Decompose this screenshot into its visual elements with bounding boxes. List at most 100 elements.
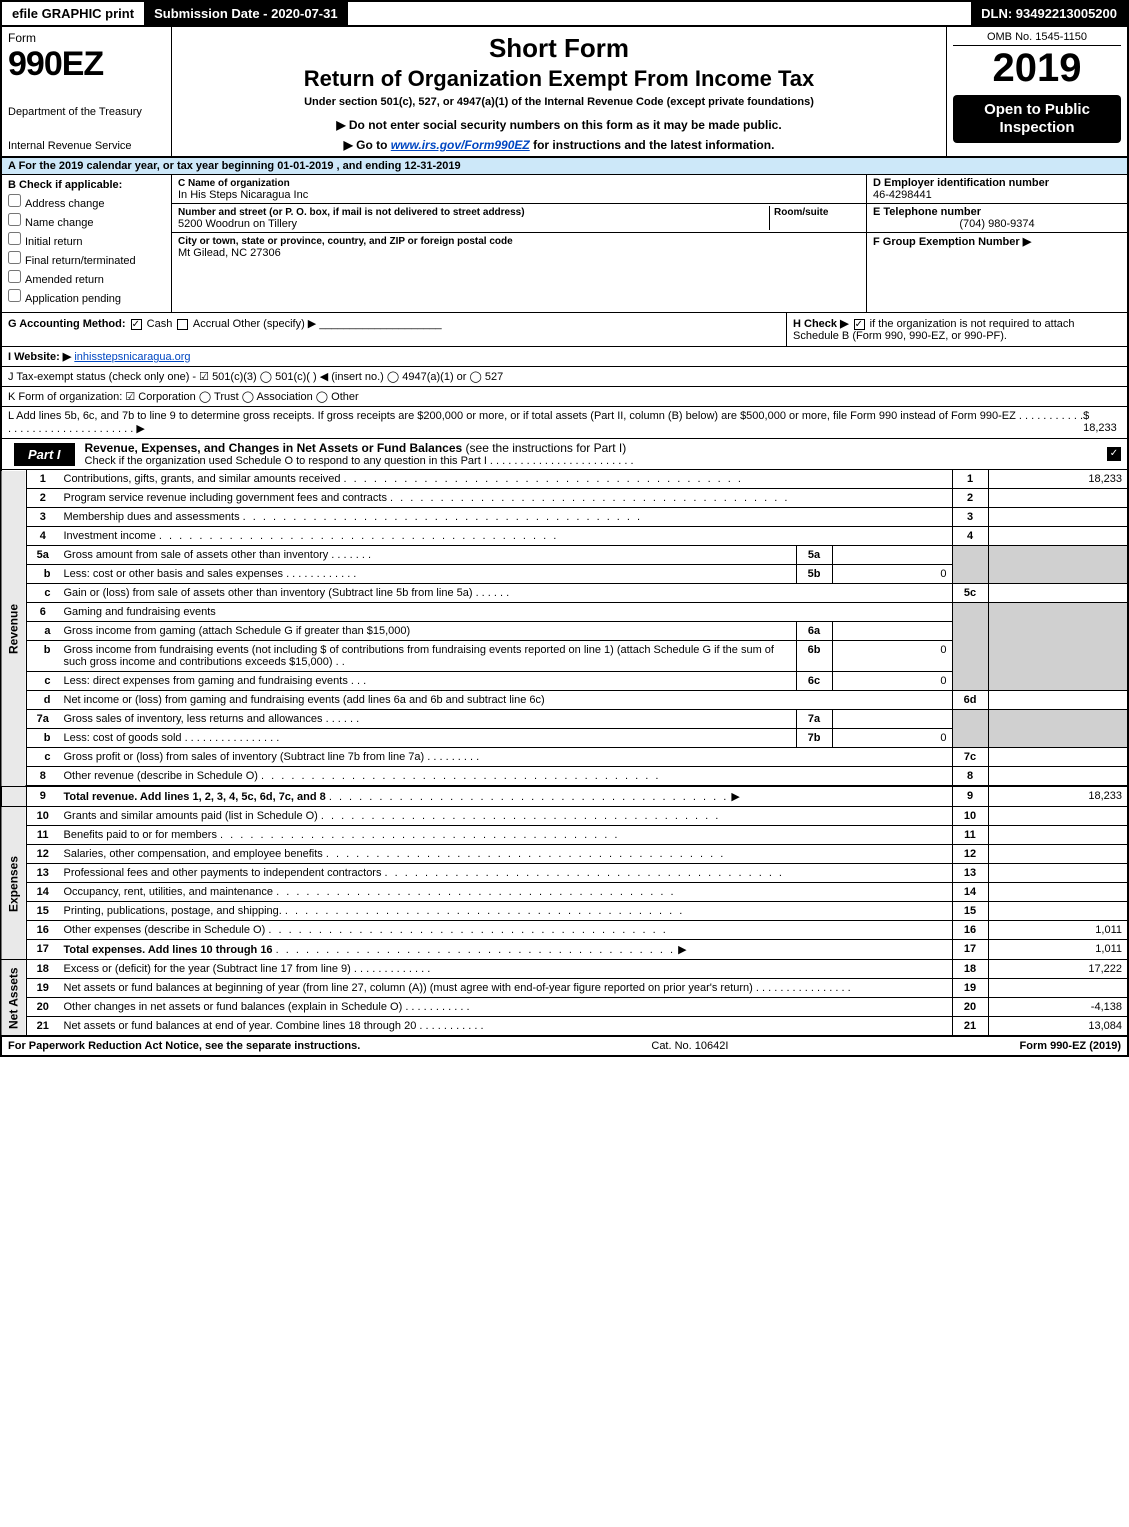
line-amt (988, 748, 1128, 767)
tax-exempt-text: J Tax-exempt status (check only one) - ☑… (8, 371, 503, 383)
cb-schedule-b[interactable] (854, 319, 865, 330)
line-desc: Net assets or fund balances at beginning… (64, 982, 753, 994)
lineno: 7a (27, 710, 59, 729)
cb-label: Amended return (25, 274, 104, 286)
cb-label: Final return/terminated (25, 255, 136, 267)
group-exemption-label: F Group Exemption Number ▶ (873, 236, 1031, 248)
lineno: c (27, 748, 59, 767)
shade-cell (988, 710, 1128, 748)
line-1: Revenue 1 Contributions, gifts, grants, … (1, 470, 1128, 489)
minibox-value (832, 622, 952, 641)
part-1-check-text: Check if the organization used Schedule … (85, 455, 1103, 467)
form-word: Form (8, 31, 165, 45)
lineno: 13 (27, 864, 59, 883)
line-num: 8 (952, 767, 988, 787)
submission-date-button[interactable]: Submission Date - 2020-07-31 (144, 2, 348, 25)
cb-initial-return[interactable]: Initial return (8, 232, 165, 248)
row-k-form-org: K Form of organization: ☑ Corporation ◯ … (0, 387, 1129, 407)
minibox-value (832, 546, 952, 565)
line-desc: Less: cost or other basis and sales expe… (64, 568, 284, 580)
cb-application-pending[interactable]: Application pending (8, 289, 165, 305)
lineno: 20 (27, 998, 59, 1017)
line-16: 16 Other expenses (describe in Schedule … (1, 921, 1128, 940)
lineno: 2 (27, 489, 59, 508)
lineno: b (27, 565, 59, 584)
lineno: 11 (27, 826, 59, 845)
ein-value: 46-4298441 (873, 189, 932, 201)
tel-row: E Telephone number (704) 980-9374 (867, 204, 1127, 233)
h-schedule-b: H Check ▶ if the organization is not req… (787, 313, 1127, 346)
line-13: 13 Professional fees and other payments … (1, 864, 1128, 883)
top-bar: efile GRAPHIC print Submission Date - 20… (0, 0, 1129, 27)
cb-name-change[interactable]: Name change (8, 213, 165, 229)
line-desc: Benefits paid to or for members (64, 829, 217, 841)
cb-accrual[interactable] (177, 319, 188, 330)
line-10: Expenses 10 Grants and similar amounts p… (1, 807, 1128, 826)
lineno: b (27, 729, 59, 748)
cb-final-return[interactable]: Final return/terminated (8, 251, 165, 267)
line-amt (988, 527, 1128, 546)
page-footer: For Paperwork Reduction Act Notice, see … (0, 1036, 1129, 1057)
line-num: 12 (952, 845, 988, 864)
line-amt (988, 864, 1128, 883)
lineno: 18 (27, 960, 59, 979)
line-num: 20 (952, 998, 988, 1017)
form-goto: ▶ Go to www.irs.gov/Form990EZ for instru… (178, 138, 940, 152)
line-6d: d Net income or (loss) from gaming and f… (1, 691, 1128, 710)
line-amt: -4,138 (988, 998, 1128, 1017)
h-label: H Check ▶ (793, 318, 849, 330)
schedule-o-checkbox[interactable]: ✓ (1107, 447, 1121, 461)
form-org-text: K Form of organization: ☑ Corporation ◯ … (8, 391, 359, 403)
box-b-checkboxes: B Check if applicable: Address change Na… (2, 175, 172, 312)
cb-address-change[interactable]: Address change (8, 194, 165, 210)
line-desc: Gain or (loss) from sale of assets other… (64, 587, 473, 599)
line-21: 21 Net assets or fund balances at end of… (1, 1017, 1128, 1036)
line-20: 20 Other changes in net assets or fund b… (1, 998, 1128, 1017)
line-amt (988, 508, 1128, 527)
minibox-value: 0 (832, 565, 952, 584)
line-num: 7c (952, 748, 988, 767)
cb-cash[interactable] (131, 319, 142, 330)
dln-label: DLN: 93492213005200 (971, 2, 1127, 25)
line-amt: 18,233 (988, 470, 1128, 489)
spacer-cell (1, 786, 27, 807)
form-title-block: Short Form Return of Organization Exempt… (172, 27, 947, 156)
line-desc: Gross sales of inventory, less returns a… (64, 713, 323, 725)
lineno: 5a (27, 546, 59, 565)
minibox-value: 0 (832, 641, 952, 672)
line-num: 4 (952, 527, 988, 546)
line-amt: 1,011 (988, 940, 1128, 960)
line-desc: Total expenses. Add lines 10 through 16 (64, 944, 273, 956)
lineno: 16 (27, 921, 59, 940)
line-desc: Occupancy, rent, utilities, and maintena… (64, 886, 274, 898)
line-desc: Grants and similar amounts paid (list in… (64, 810, 318, 822)
lineno: 3 (27, 508, 59, 527)
lineno: a (27, 622, 59, 641)
line-desc: Contributions, gifts, grants, and simila… (64, 473, 341, 485)
line-num: 19 (952, 979, 988, 998)
line-num: 10 (952, 807, 988, 826)
line-8: 8 Other revenue (describe in Schedule O)… (1, 767, 1128, 787)
minibox-label: 6a (796, 622, 832, 641)
part-1-header: Part I Revenue, Expenses, and Changes in… (0, 439, 1129, 470)
org-name-row: C Name of organization In His Steps Nica… (172, 175, 866, 204)
irs-link[interactable]: www.irs.gov/Form990EZ (391, 138, 530, 152)
lineno: 9 (27, 786, 59, 807)
cb-amended-return[interactable]: Amended return (8, 270, 165, 286)
line-amt: 17,222 (988, 960, 1128, 979)
efile-print-button[interactable]: efile GRAPHIC print (2, 2, 144, 25)
line-desc: Gaming and fundraising events (64, 606, 216, 618)
line-5c: c Gain or (loss) from sale of assets oth… (1, 584, 1128, 603)
footer-left: For Paperwork Reduction Act Notice, see … (8, 1040, 360, 1052)
form-number: 990EZ (8, 45, 165, 84)
line-amt (988, 883, 1128, 902)
line-amt (988, 979, 1128, 998)
website-link[interactable]: inhisstepsnicaragua.org (74, 351, 190, 363)
line-desc: Other changes in net assets or fund bala… (64, 1001, 403, 1013)
minibox-label: 7a (796, 710, 832, 729)
line-amt (988, 584, 1128, 603)
lineno: 8 (27, 767, 59, 787)
lineno: 1 (27, 470, 59, 489)
revenue-side-label: Revenue (1, 470, 27, 786)
line-desc: Investment income (64, 530, 156, 542)
